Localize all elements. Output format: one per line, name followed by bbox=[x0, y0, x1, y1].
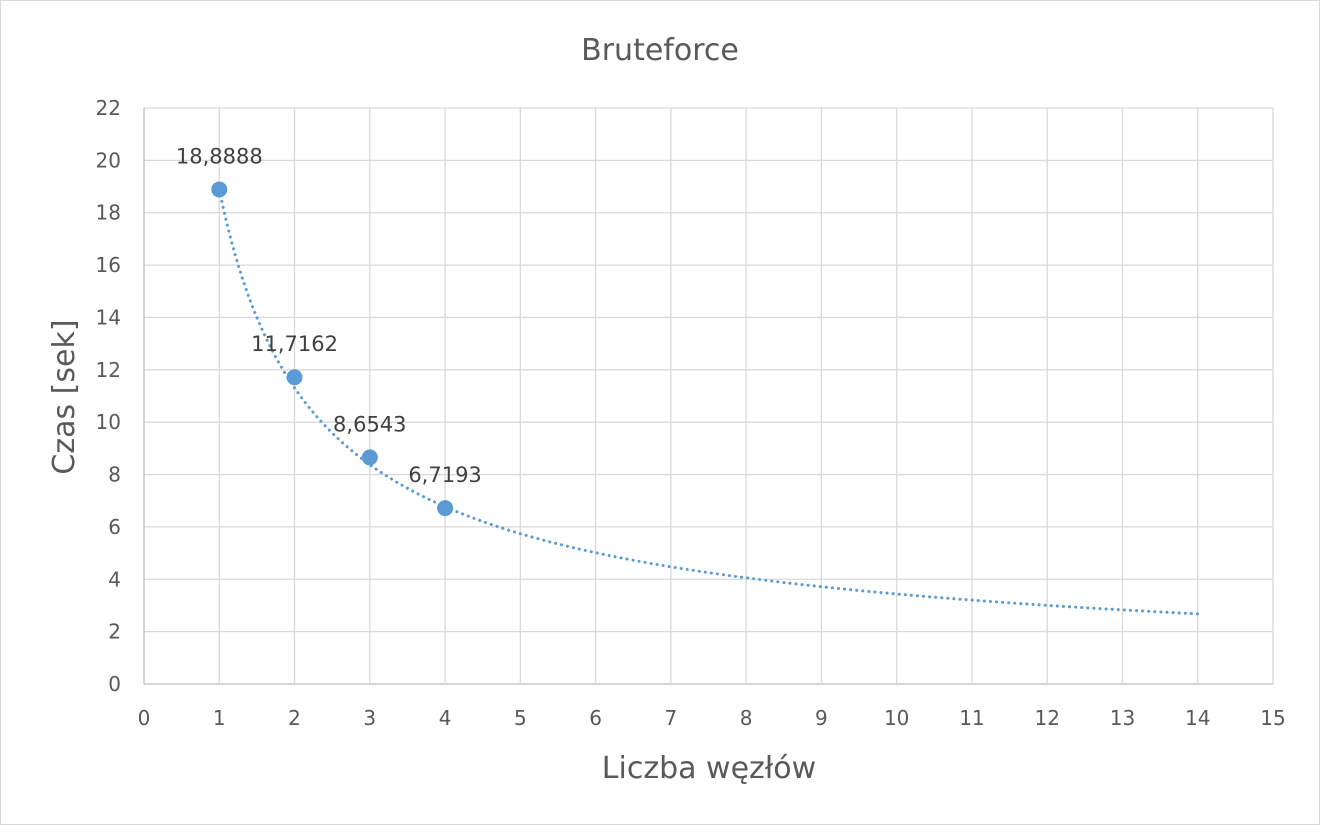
data-point bbox=[211, 181, 228, 198]
x-tick-label: 10 bbox=[884, 706, 909, 730]
x-tick-label: 2 bbox=[288, 706, 301, 730]
y-tick-label: 12 bbox=[96, 358, 121, 382]
x-tick-label: 8 bbox=[740, 706, 753, 730]
x-tick-label: 13 bbox=[1110, 706, 1135, 730]
x-tick-label: 15 bbox=[1260, 706, 1285, 730]
data-label: 18,8888 bbox=[176, 144, 263, 168]
x-tick-label: 4 bbox=[439, 706, 452, 730]
data-label: 6,7193 bbox=[408, 463, 481, 487]
y-tick-label: 2 bbox=[108, 620, 121, 644]
y-tick-label: 22 bbox=[96, 96, 121, 120]
data-point bbox=[361, 449, 378, 466]
y-tick-label: 8 bbox=[108, 463, 121, 487]
x-tick-label: 3 bbox=[363, 706, 376, 730]
x-tick-label: 1 bbox=[213, 706, 226, 730]
x-tick-label: 7 bbox=[664, 706, 677, 730]
y-tick-label: 10 bbox=[96, 410, 121, 434]
y-tick-label: 14 bbox=[96, 305, 121, 329]
data-point bbox=[437, 500, 454, 517]
x-tick-label: 12 bbox=[1034, 706, 1059, 730]
data-points bbox=[211, 181, 454, 517]
data-labels: 18,8888 11,7162 8,6543 6,7193 bbox=[176, 144, 482, 487]
data-label: 8,6543 bbox=[333, 412, 406, 436]
y-tick-label: 6 bbox=[108, 515, 121, 539]
data-label: 11,7162 bbox=[251, 332, 338, 356]
x-axis-title: Liczba węzłów bbox=[602, 751, 816, 786]
y-tick-label: 4 bbox=[108, 567, 121, 591]
grid bbox=[143, 107, 1274, 685]
x-tick-label: 6 bbox=[589, 706, 602, 730]
y-tick-label: 20 bbox=[96, 148, 121, 172]
trendline bbox=[217, 187, 1200, 616]
y-tick-label: 0 bbox=[108, 672, 121, 696]
y-tick-label: 16 bbox=[96, 253, 121, 277]
trendline-path bbox=[217, 187, 1200, 616]
x-tick-label: 5 bbox=[514, 706, 527, 730]
chart-title: Bruteforce bbox=[581, 33, 739, 68]
x-tick-label: 14 bbox=[1185, 706, 1210, 730]
x-tick-label: 9 bbox=[815, 706, 828, 730]
x-tick-label: 0 bbox=[138, 706, 151, 730]
y-tick-label: 18 bbox=[96, 201, 121, 225]
data-point bbox=[286, 369, 303, 386]
x-tick-label: 11 bbox=[959, 706, 984, 730]
y-axis-title: Czas [sek] bbox=[47, 319, 82, 474]
